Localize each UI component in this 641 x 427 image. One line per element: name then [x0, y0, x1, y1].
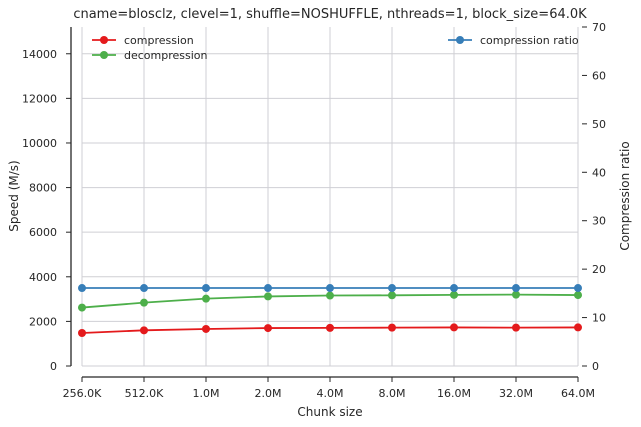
decompression-point — [450, 290, 458, 299]
compression-point — [450, 323, 458, 332]
compression-ratio-point — [264, 284, 272, 293]
x-tick-label: 256.0K — [63, 387, 102, 400]
legend-compression-ratio-label: compression ratio — [480, 34, 579, 47]
decompression-point — [326, 291, 334, 300]
y2-tick-label: 50 — [592, 118, 606, 131]
legend-compression-label: compression — [124, 34, 194, 47]
y-tick-label: 12000 — [22, 92, 57, 105]
compression-ratio-point — [202, 284, 210, 293]
legend: compression decompression compression rati… — [92, 34, 579, 62]
x-tick-label: 16.0M — [437, 387, 471, 400]
x-tick-label: 8.0M — [379, 387, 406, 400]
compression-ratio-point — [388, 284, 396, 293]
compression-point — [78, 328, 86, 337]
chart-title: cname=blosclz, clevel=1, shuffle=NOSHUFF… — [73, 7, 587, 22]
decompression-point — [78, 303, 86, 312]
x-axis-label: Chunk size — [297, 405, 362, 419]
y-tick-label: 8000 — [29, 182, 57, 195]
compression-point — [140, 326, 148, 335]
x-tick-label: 64.0M — [561, 387, 595, 400]
decompression-point — [574, 291, 582, 300]
x-tick-label: 32.0M — [499, 387, 533, 400]
y2-tick-label: 60 — [592, 69, 606, 82]
compression-ratio-point — [140, 284, 148, 293]
compression-point — [574, 323, 582, 332]
compression-ratio-point — [450, 284, 458, 293]
compression-point — [512, 323, 520, 332]
y-tick-label: 0 — [50, 360, 57, 373]
y-tick-label: 14000 — [22, 48, 57, 61]
y2-tick-label: 30 — [592, 215, 606, 228]
decompression-point — [140, 298, 148, 307]
compression-ratio-point — [78, 284, 86, 293]
legend-decompression-marker — [100, 51, 108, 59]
x-tick-label: 2.0M — [255, 387, 282, 400]
y2-tick-label: 0 — [592, 360, 599, 373]
y-tick-label: 4000 — [29, 271, 57, 284]
legend-compression-marker — [100, 36, 108, 44]
decompression-point — [264, 292, 272, 301]
grid — [81, 27, 579, 367]
compression-ratio-point — [326, 284, 334, 293]
y2-tick-label: 70 — [592, 21, 606, 34]
y2-tick-label: 10 — [592, 312, 606, 325]
compression-point — [264, 324, 272, 333]
compression-point — [388, 323, 396, 332]
compression-ratio-point — [512, 284, 520, 293]
x-tick-label: 512.0K — [125, 387, 164, 400]
y-tick-label: 6000 — [29, 226, 57, 239]
compression-ratio-point — [574, 284, 582, 293]
y2-tick-label: 20 — [592, 263, 606, 276]
y2-axis-label: Compression ratio — [618, 141, 632, 250]
y-tick-label: 2000 — [29, 315, 57, 328]
decompression-point — [388, 291, 396, 300]
legend-compression-ratio-marker — [456, 36, 464, 44]
compression-point — [326, 323, 334, 332]
axes: 0 2000 4000 6000 8000 10000 12000 14000 0 10 20 30 4… — [22, 21, 606, 400]
legend-decompression-label: decompression — [124, 49, 208, 62]
y-axis-label: Speed (M/s) — [7, 160, 21, 231]
series — [78, 284, 582, 337]
compression-point — [202, 324, 210, 333]
y-tick-label: 10000 — [22, 137, 57, 150]
y2-tick-label: 40 — [592, 166, 606, 179]
decompression-point — [202, 294, 210, 303]
x-tick-label: 4.0M — [317, 387, 344, 400]
x-tick-label: 1.0M — [193, 387, 220, 400]
decompression-point — [512, 290, 520, 299]
